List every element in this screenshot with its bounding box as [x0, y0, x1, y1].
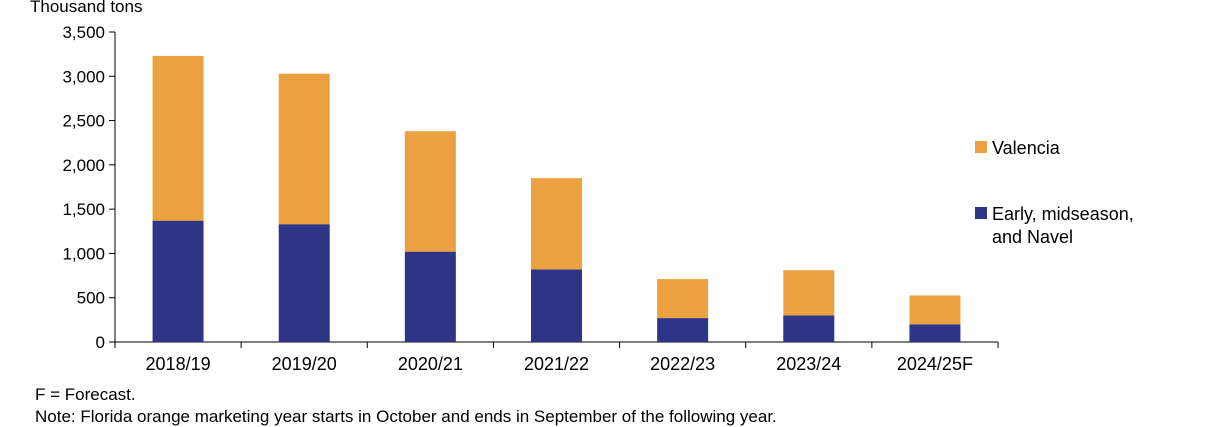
x-tick-label: 2018/19 [146, 354, 211, 374]
legend-swatch [975, 207, 987, 219]
bar-valencia [531, 178, 582, 270]
y-tick-label: 500 [77, 289, 105, 308]
bar-early-midseason-navel [531, 269, 582, 342]
legend-label: Valencia [992, 138, 1061, 158]
y-tick-label: 1,000 [62, 244, 105, 263]
bar-valencia [278, 73, 330, 225]
bar-early-midseason-navel [657, 318, 709, 342]
y-tick-label: 0 [96, 333, 105, 352]
bar-early-midseason-navel [783, 315, 835, 342]
x-tick-label: 2023/24 [776, 354, 841, 374]
bar-early-midseason-navel [909, 324, 961, 342]
x-tick-labels: 2018/19 2019/20 2020/21 2021/22 2022/23 2023/… [146, 354, 973, 374]
bar-early-midseason-navel [404, 251, 456, 342]
legend: Valencia Early, midseason, and Navel [975, 138, 1134, 247]
y-tick-label: 3,000 [62, 67, 105, 86]
note-footnote: Note: Florida orange marketing year star… [35, 407, 777, 426]
bar-valencia [657, 279, 709, 319]
bar-early-midseason-navel [152, 220, 204, 342]
bar-early-midseason-navel [278, 224, 330, 342]
x-tick-label: 2022/23 [650, 354, 715, 374]
y-tick-label: 3,500 [62, 23, 105, 42]
x-tick-label: 2019/20 [272, 354, 337, 374]
forecast-footnote: F = Forecast. [35, 385, 136, 404]
bar-valencia [404, 131, 456, 252]
y-tick-label: 2,000 [62, 156, 105, 175]
x-tick-label: 2024/25F [897, 354, 973, 374]
x-tick-label: 2020/21 [398, 354, 463, 374]
legend-label: Early, midseason, and Navel [992, 204, 1134, 247]
y-axis-label: Thousand tons [30, 0, 142, 16]
bar-valencia [909, 295, 961, 325]
x-tick-label: 2021/22 [524, 354, 589, 374]
bars [152, 55, 961, 342]
legend-swatch [975, 141, 987, 153]
bar-valencia [783, 270, 835, 316]
y-tick-label: 2,500 [62, 112, 105, 131]
axes: 0 500 1,000 1,500 2,000 2,500 3,000 3,500 [62, 23, 999, 352]
y-tick-label: 1,500 [62, 200, 105, 219]
bar-valencia [152, 55, 204, 221]
